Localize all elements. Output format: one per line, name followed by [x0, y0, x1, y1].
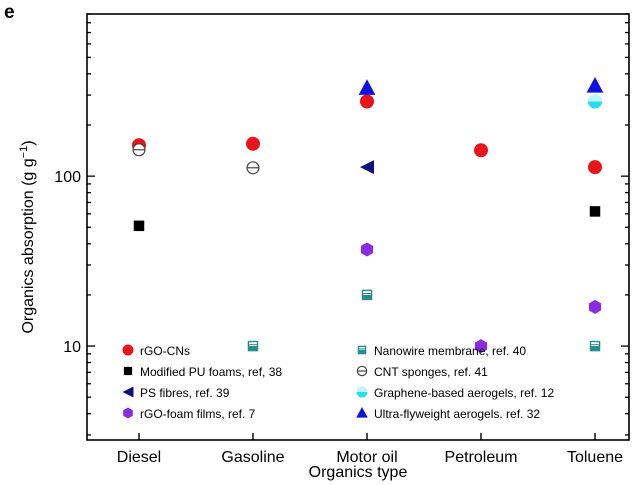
legend-label: Graphene-based aerogels, ref. 12	[374, 386, 554, 400]
marker	[123, 366, 133, 376]
marker-fill	[362, 294, 372, 300]
series-modified-pu-foams	[133, 206, 601, 232]
series-graphene-based-aerogels	[588, 94, 602, 109]
marker-half	[356, 386, 368, 392]
legend-item: Modified PU foams, ref, 38	[123, 365, 282, 379]
legend-label: Ultra-flyweight aerogels. ref. 32	[374, 407, 540, 421]
legend-item: rGO-CNs	[122, 344, 190, 358]
y-tick-label: 10	[63, 339, 81, 356]
marker	[358, 79, 376, 95]
marker	[360, 94, 374, 109]
x-tick-label: Toluene	[567, 449, 623, 466]
marker	[356, 406, 368, 418]
legend-label: CNT sponges, ref. 41	[374, 365, 488, 379]
tick-labels: Diesel Gasoline Motor oil Petroleum Toluene 1…	[54, 169, 623, 466]
marker-half	[588, 94, 602, 102]
x-tick-label: Motor oil	[336, 449, 397, 466]
x-tick-label: Petroleum	[445, 449, 518, 466]
x-tick-label: Diesel	[117, 449, 161, 466]
legend-item: Ultra-flyweight aerogels. ref. 32	[356, 406, 540, 421]
marker	[474, 339, 488, 354]
marker	[474, 143, 488, 158]
marker	[588, 160, 602, 175]
axis-ticks	[87, 13, 629, 440]
legend-item: Nanowire membrane, ref. 40	[357, 344, 526, 358]
marker	[360, 160, 374, 175]
y-axis-label: Organics absorption (g g−1)	[18, 140, 37, 333]
marker-fill	[590, 346, 600, 351]
legend-item: CNT sponges, ref. 41	[356, 365, 488, 379]
legend-label: rGO-CNs	[140, 344, 190, 358]
marker	[122, 386, 134, 398]
x-tick-label: Gasoline	[221, 449, 284, 466]
data-points	[132, 77, 604, 354]
panel-label: e	[4, 2, 15, 23]
marker	[133, 220, 145, 232]
series-ultra-flyweight-aerogels	[358, 77, 604, 95]
legend-item: PS fibres, ref. 39	[122, 386, 230, 400]
legend-label: rGO-foam films, ref. 7	[140, 407, 256, 421]
marker	[586, 77, 604, 93]
marker	[122, 344, 134, 356]
legend-item: Graphene-based aerogels, ref. 12	[356, 386, 554, 400]
series-cnt-sponges	[132, 143, 260, 175]
legend-label: PS fibres, ref. 39	[140, 386, 230, 400]
x-axis-label: Organics type	[309, 464, 408, 481]
marker	[360, 242, 374, 257]
marker	[588, 299, 602, 314]
series-rgo-cns	[132, 94, 602, 175]
marker	[246, 136, 260, 151]
legend: rGO-CNs Modified PU foams, ref, 38 PS fibr…	[122, 344, 554, 421]
series-ps-fibres	[360, 160, 374, 175]
legend-label: Nanowire membrane, ref. 40	[374, 344, 526, 358]
marker-fill	[248, 346, 258, 351]
y-tick-label: 100	[54, 169, 81, 186]
legend-item: rGO-foam films, ref. 7	[123, 407, 256, 421]
marker	[589, 206, 601, 217]
marker-fill	[358, 350, 366, 354]
legend-label: Modified PU foams, ref, 38	[140, 365, 282, 379]
marker	[123, 407, 133, 419]
series-rgo-foam-films	[360, 242, 602, 354]
series-nanowire-membrane	[247, 289, 601, 352]
